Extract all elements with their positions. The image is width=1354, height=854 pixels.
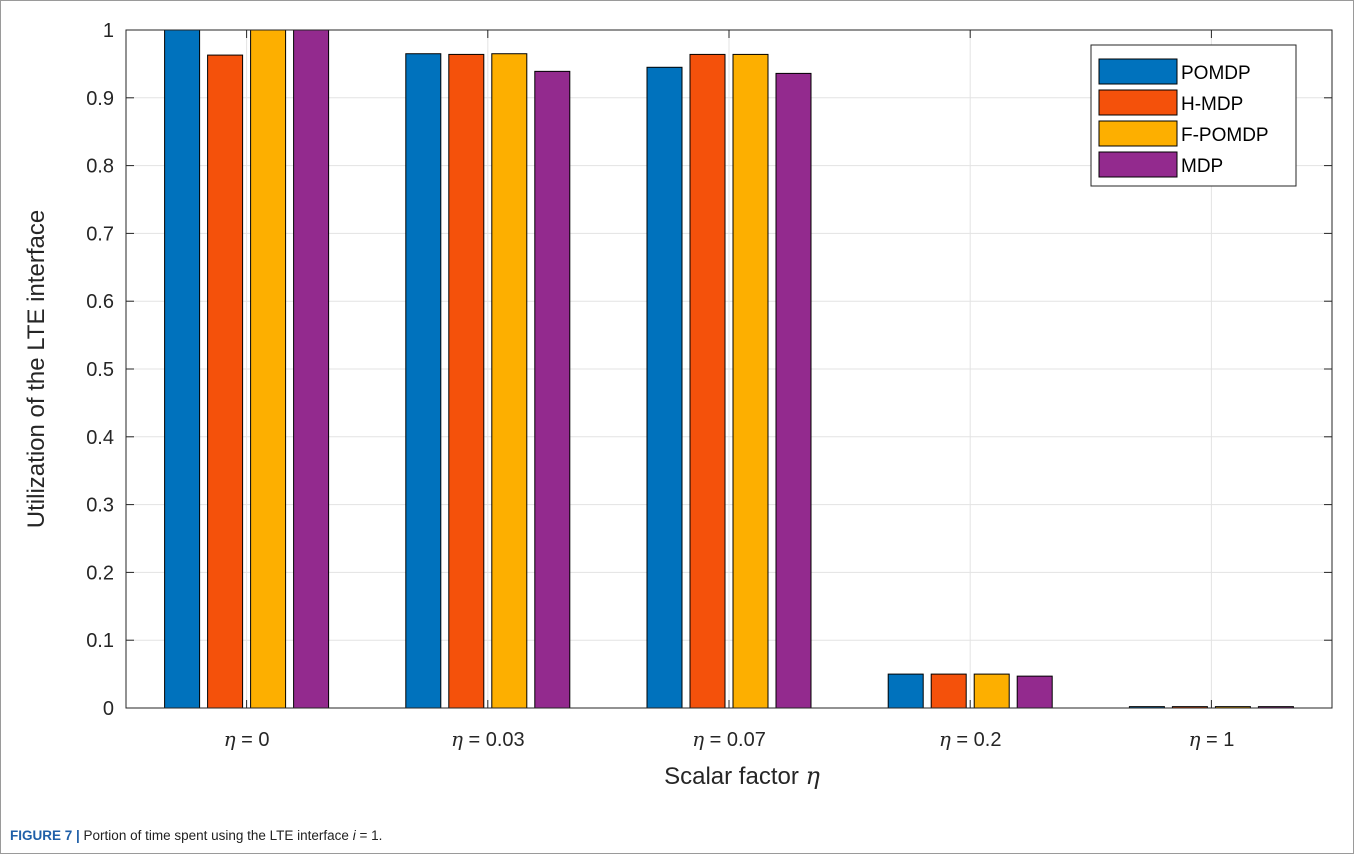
y-tick-label: 1 [103, 20, 114, 42]
bar [646, 66, 683, 709]
bar [207, 54, 244, 709]
bar [775, 72, 812, 709]
legend-label: POMDP [1181, 63, 1251, 84]
x-axis-label-symbol: η [806, 762, 821, 790]
y-tick-label: 0.9 [86, 88, 114, 110]
y-tick-label: 0.4 [86, 427, 114, 449]
x-tick-value: = 0.07 [704, 729, 766, 751]
x-tick-label: η = 0.07 [692, 727, 766, 751]
legend-label: F-POMDP [1181, 125, 1269, 146]
caption-label: FIGURE 7 | [10, 828, 80, 843]
bar [930, 673, 967, 709]
legend-swatch [1098, 89, 1178, 116]
figure-caption: FIGURE 7 | Portion of time spent using t… [10, 828, 382, 843]
x-tick-symbol: η [224, 727, 236, 751]
x-axis-label: Scalar factor η [664, 762, 820, 790]
x-tick-label: η = 1 [1188, 727, 1234, 751]
y-tick-label: 0.3 [86, 495, 114, 517]
bar [405, 53, 442, 709]
bar [164, 29, 201, 709]
caption-variable: i [352, 828, 356, 843]
x-tick-value: = 1 [1200, 729, 1234, 751]
x-tick-value: = 0.2 [951, 729, 1002, 751]
bar [689, 53, 726, 709]
bar [732, 53, 769, 709]
bars [164, 29, 1294, 709]
x-tick-symbol: η [451, 727, 463, 751]
legend-swatch [1098, 151, 1178, 178]
legend: POMDP H-MDP F-POMDP MDP [1090, 44, 1297, 187]
y-tick-label: 0.8 [86, 156, 114, 178]
x-axis-label-text: Scalar factor [664, 763, 805, 790]
y-axis-label: Utilization of the LTE interface [23, 210, 50, 528]
y-tick-label: 0.5 [86, 359, 114, 381]
bar [534, 70, 571, 709]
y-tick-label: 0.6 [86, 291, 114, 313]
legend-label: MDP [1181, 156, 1223, 177]
bar [887, 673, 924, 709]
legend-label: H-MDP [1181, 94, 1243, 115]
x-tick-label: η = 0.03 [451, 727, 525, 751]
x-tick-label: η = 0 [224, 727, 270, 751]
x-tick-symbol: η [1188, 727, 1200, 751]
legend-swatch [1098, 58, 1178, 85]
legend-swatch [1098, 120, 1178, 147]
caption-text: Portion of time spent using the LTE inte… [79, 828, 353, 843]
x-tick-label: η = 0.2 [939, 727, 1002, 751]
x-tick-value: = 0.03 [463, 729, 525, 751]
axes [125, 29, 1333, 709]
bar [491, 53, 528, 709]
y-tick-label: 0.1 [86, 630, 114, 652]
y-tick-label: 0.7 [86, 223, 114, 245]
bar [1016, 675, 1053, 709]
bar [973, 673, 1010, 709]
bar [293, 29, 330, 709]
x-tick-symbol: η [692, 727, 704, 751]
bar [448, 53, 485, 709]
x-tick-symbol: η [939, 727, 951, 751]
bar [250, 29, 287, 709]
y-tick-label: 0 [103, 698, 114, 720]
x-tick-value: = 0 [236, 729, 270, 751]
caption-tail: = 1. [355, 828, 383, 843]
y-tick-label: 0.2 [86, 562, 114, 584]
